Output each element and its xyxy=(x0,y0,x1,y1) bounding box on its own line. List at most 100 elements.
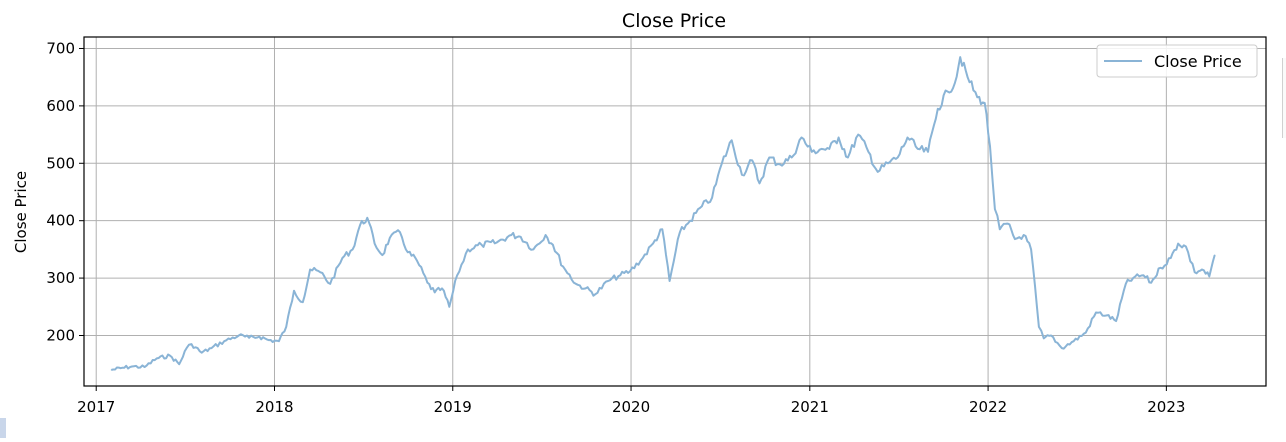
data-point xyxy=(1023,234,1025,236)
data-point xyxy=(399,231,401,233)
data-point xyxy=(867,151,870,153)
data-point xyxy=(1159,267,1162,269)
y-tick-label: 700 xyxy=(46,39,75,57)
data-point xyxy=(751,159,753,162)
x-tick-label: 2018 xyxy=(255,398,293,416)
y-axis-label: Close Price xyxy=(12,171,30,253)
data-point xyxy=(169,354,171,357)
data-point xyxy=(946,90,949,93)
data-point xyxy=(989,145,991,147)
edge-artifact-left xyxy=(0,418,6,438)
data-point xyxy=(496,241,498,244)
data-point xyxy=(381,254,384,256)
data-point xyxy=(800,136,803,139)
data-point xyxy=(520,236,522,238)
data-point xyxy=(721,162,723,164)
data-point xyxy=(178,363,180,365)
data-point xyxy=(319,271,321,273)
data-point xyxy=(758,182,761,184)
data-point xyxy=(456,274,458,276)
data-point xyxy=(309,268,311,271)
data-point xyxy=(1194,271,1196,273)
data-point xyxy=(701,205,703,207)
data-point xyxy=(1038,326,1040,328)
data-point xyxy=(510,234,512,236)
data-point xyxy=(838,136,840,139)
data-point xyxy=(359,224,361,226)
data-point xyxy=(223,340,225,342)
x-tick-label: 2017 xyxy=(77,398,115,416)
data-point xyxy=(329,283,331,285)
data-point xyxy=(877,171,879,173)
data-point xyxy=(937,108,939,110)
data-point xyxy=(1132,277,1134,279)
y-tick-label: 200 xyxy=(46,326,75,344)
data-point xyxy=(278,340,280,342)
data-point xyxy=(917,148,919,150)
data-point xyxy=(293,290,295,292)
data-point xyxy=(1185,245,1187,248)
data-point xyxy=(887,162,889,164)
data-point xyxy=(426,282,428,284)
data-point xyxy=(999,228,1001,230)
data-point xyxy=(594,293,596,295)
x-tick-label: 2022 xyxy=(969,398,1007,416)
data-point xyxy=(585,287,587,290)
data-point xyxy=(994,208,996,210)
data-point xyxy=(629,270,631,272)
data-point xyxy=(156,357,158,360)
legend-box xyxy=(1096,44,1258,78)
legend: Close Price xyxy=(1096,44,1258,78)
x-tick-label: 2023 xyxy=(1147,398,1185,416)
axes: 2017 2018 2019 2020 2021 2022 2023 200 300 400 500… xyxy=(46,39,1185,416)
legend-label: Close Price xyxy=(1154,52,1242,71)
data-point xyxy=(1201,268,1203,271)
data-point xyxy=(1085,332,1087,334)
data-point xyxy=(110,369,112,371)
data-point xyxy=(1072,340,1075,342)
data-point xyxy=(352,248,354,250)
data-point xyxy=(679,231,681,233)
data-point xyxy=(374,243,376,245)
data-point xyxy=(185,347,188,349)
data-point xyxy=(1095,311,1097,314)
data-point xyxy=(959,56,961,58)
data-point xyxy=(642,257,644,259)
data-point xyxy=(1050,334,1052,337)
data-point xyxy=(1125,283,1127,285)
data-point xyxy=(467,248,469,250)
data-point xyxy=(1115,320,1117,322)
data-point xyxy=(857,133,859,136)
data-point xyxy=(1043,337,1045,339)
data-point xyxy=(741,174,743,176)
data-point xyxy=(1208,275,1210,277)
data-point xyxy=(552,244,554,246)
data-point xyxy=(661,228,663,230)
data-point xyxy=(268,339,270,341)
data-point xyxy=(1030,248,1032,250)
y-tick-label: 600 xyxy=(46,97,75,115)
data-point xyxy=(434,291,436,294)
data-point xyxy=(131,365,133,368)
data-point xyxy=(954,82,956,84)
series-line-close-price xyxy=(111,56,1216,371)
data-point xyxy=(407,251,409,253)
data-point xyxy=(906,136,909,139)
data-point xyxy=(731,139,733,141)
data-point xyxy=(791,156,793,159)
data-point xyxy=(1061,347,1063,349)
data-point xyxy=(966,76,969,78)
data-point xyxy=(1150,282,1152,284)
data-point xyxy=(768,156,770,159)
x-tick-label: 2021 xyxy=(791,398,829,416)
data-point xyxy=(820,148,823,150)
chart-title: Close Price xyxy=(622,10,726,32)
data-point xyxy=(562,266,564,268)
data-point xyxy=(1214,254,1216,256)
data-point xyxy=(120,367,122,369)
data-point xyxy=(976,96,978,98)
data-point xyxy=(366,217,368,219)
data-point xyxy=(811,151,813,153)
data-point xyxy=(544,234,547,236)
